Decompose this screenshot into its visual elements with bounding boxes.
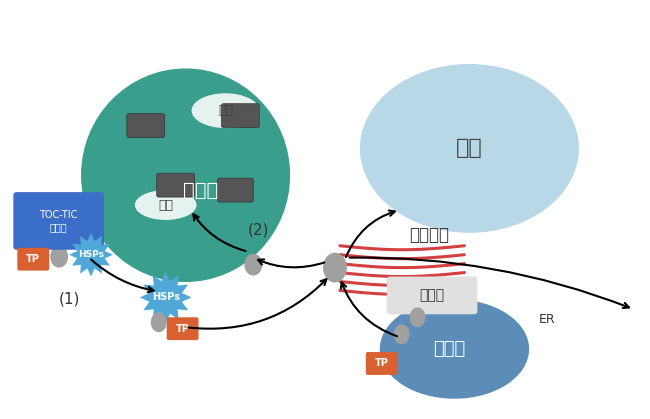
Text: TOC-TIC
复合体: TOC-TIC 复合体 xyxy=(40,210,78,232)
Polygon shape xyxy=(69,233,113,277)
Ellipse shape xyxy=(244,254,262,276)
Ellipse shape xyxy=(192,93,259,128)
FancyBboxPatch shape xyxy=(127,114,164,137)
FancyBboxPatch shape xyxy=(166,317,198,340)
Text: 高尔基体: 高尔基体 xyxy=(410,226,450,244)
Ellipse shape xyxy=(410,308,426,327)
Ellipse shape xyxy=(394,324,410,344)
FancyBboxPatch shape xyxy=(222,104,259,127)
Text: HSPs: HSPs xyxy=(78,250,104,259)
Text: 细胞核: 细胞核 xyxy=(434,340,465,358)
FancyBboxPatch shape xyxy=(18,248,49,271)
Text: ER: ER xyxy=(539,313,556,326)
Text: 液泡: 液泡 xyxy=(456,138,483,158)
FancyBboxPatch shape xyxy=(366,352,398,375)
Ellipse shape xyxy=(360,64,579,233)
Text: TP: TP xyxy=(176,324,190,334)
Text: TP: TP xyxy=(375,359,389,368)
Text: 淀粉: 淀粉 xyxy=(158,199,173,212)
Ellipse shape xyxy=(135,190,196,220)
Ellipse shape xyxy=(380,300,529,399)
Text: TP: TP xyxy=(26,254,40,264)
Ellipse shape xyxy=(81,68,290,282)
FancyBboxPatch shape xyxy=(218,178,254,202)
Text: (1): (1) xyxy=(58,292,80,307)
Ellipse shape xyxy=(50,246,68,268)
FancyBboxPatch shape xyxy=(14,192,104,250)
FancyBboxPatch shape xyxy=(157,173,194,197)
FancyBboxPatch shape xyxy=(387,277,477,314)
Text: 淀粉酶: 淀粉酶 xyxy=(419,288,444,303)
Ellipse shape xyxy=(323,253,347,282)
Text: (2): (2) xyxy=(248,222,269,238)
Text: 淀粉: 淀粉 xyxy=(218,104,233,117)
Polygon shape xyxy=(140,272,192,323)
Ellipse shape xyxy=(151,312,166,332)
Text: HSPs: HSPs xyxy=(151,292,179,303)
Text: 叶绿体: 叶绿体 xyxy=(183,181,218,199)
